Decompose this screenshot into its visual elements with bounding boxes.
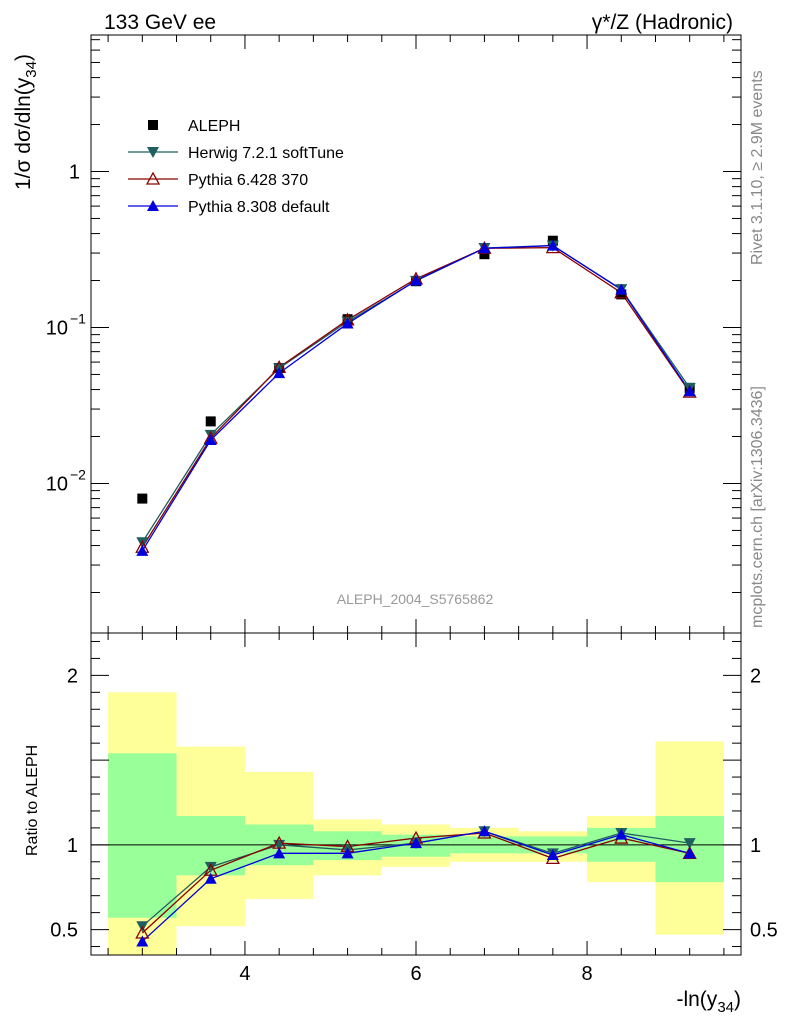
series-line-1: [141, 244, 691, 543]
y-tick-label-ratio: 2: [67, 665, 78, 687]
x-tick-label: 4: [239, 963, 250, 985]
y-axis-label-main-text: 1/σ dσ/dln(y34): [12, 54, 40, 190]
series-point-3: [683, 385, 696, 397]
series-point-3: [615, 283, 628, 295]
aleph-point: [479, 249, 490, 260]
ratio-point-3: [683, 847, 696, 859]
ratio-uncertainty-bands: [91, 692, 741, 955]
main-axis-ticks: 10 −210 −11: [46, 35, 741, 633]
legend-label-2: Pythia 6.428 370: [188, 172, 308, 189]
y-tick-label-main: 10: [46, 473, 68, 495]
ratio-point-3: [204, 872, 217, 884]
watermark: ALEPH_2004_S5765862: [337, 591, 494, 607]
series-point-3: [478, 242, 491, 254]
series-point-3: [273, 367, 286, 379]
aleph-point: [137, 493, 148, 504]
y-tick-label-ratio: 0.5: [50, 920, 78, 942]
x-axis-label-text: -ln(y34): [676, 988, 741, 1016]
series-line-3: [141, 244, 691, 552]
ratio-point-3: [615, 828, 628, 840]
ratio-frame: [90, 632, 742, 956]
y-tick-label-ratio-right: 1: [750, 835, 761, 857]
ratio-point-3: [546, 849, 559, 861]
series-point-3: [136, 544, 149, 556]
legend-label-3: Pythia 8.308 default: [188, 199, 330, 216]
series-point-3: [204, 433, 217, 445]
y-axis-label-main: 1/σ dσ/dln(y34): [12, 54, 40, 190]
y-tick-label-main: 10: [46, 317, 68, 339]
series-point-3: [341, 317, 354, 329]
main-plot-series: [135, 235, 697, 556]
ratio-point-3: [273, 847, 286, 859]
legend-marker-3: [147, 200, 159, 211]
y-tick-label-exponent: −1: [70, 310, 86, 326]
green-band-0: [108, 753, 177, 918]
ratio-point-1: [204, 861, 217, 873]
legend-marker-0: [148, 120, 158, 130]
ratio-point-3: [341, 847, 354, 859]
series-point-1: [136, 537, 149, 549]
legend-marker-1: [147, 147, 159, 158]
legend-marker-2: [145, 171, 161, 185]
ratio-point-3: [478, 825, 491, 837]
legend: ALEPH Herwig 7.2.1 softTune Pythia 6.428 3…: [128, 118, 344, 216]
y-tick-label-main: 1: [69, 161, 80, 183]
title-left: 133 GeV ee: [104, 11, 216, 34]
y-tick-label-ratio-right: 0.5: [750, 920, 778, 942]
ratio-point-1: [683, 838, 696, 850]
series-point-3: [546, 239, 559, 251]
ratio-plot-series: [135, 825, 697, 947]
ratio-point-3: [410, 837, 422, 849]
series-line-2: [141, 246, 691, 548]
ratio-point-3: [136, 935, 149, 947]
series-point-3: [410, 274, 422, 286]
x-tick-label: 6: [410, 963, 421, 985]
legend-label-1: Herwig 7.2.1 softTune: [188, 145, 344, 162]
y-tick-label-ratio: 1: [67, 835, 78, 857]
side-label-top: Rivet 3.1.10, ≥ 2.9M events: [749, 70, 766, 265]
y-axis-label-ratio: Ratio to ALEPH: [24, 745, 41, 856]
legend-label-0: ALEPH: [188, 118, 240, 135]
y-tick-label-exponent: −2: [70, 466, 86, 482]
y-tick-label-ratio-right: 2: [750, 665, 761, 687]
ratio-axis-ticks: 4 6 8 0.5 0.5 1 1 2 2: [50, 633, 778, 985]
x-axis-label: -ln(y34): [676, 988, 741, 1016]
x-tick-label: 8: [581, 963, 592, 985]
side-label-bottom: mcplots.cern.ch [arXiv:1306.3436]: [749, 386, 766, 628]
aleph-point: [205, 416, 216, 427]
title-right: γ*/Z (Hadronic): [592, 11, 733, 34]
